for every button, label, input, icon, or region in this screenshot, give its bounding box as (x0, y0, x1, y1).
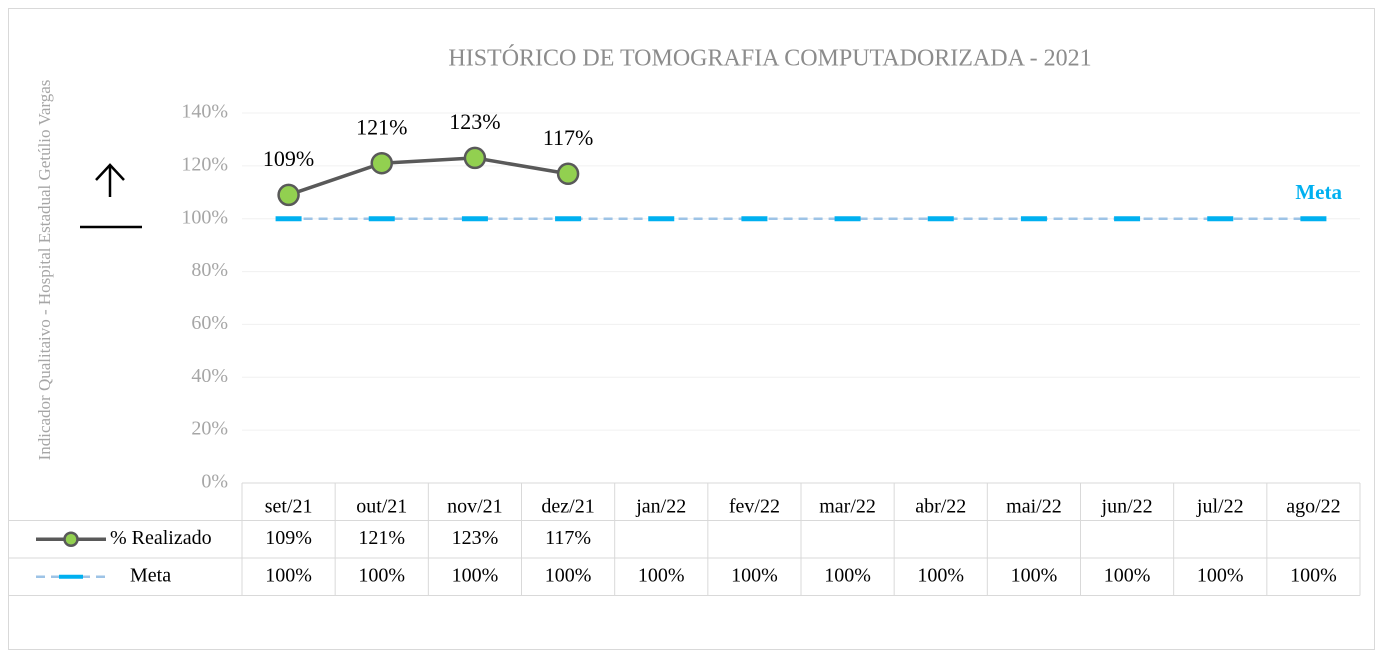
table-value: 100% (731, 564, 778, 586)
legend-label: % Realizado (110, 527, 212, 549)
arrow-icon (80, 163, 142, 229)
point-marker (463, 146, 487, 170)
meta-annotation: Meta (1295, 180, 1342, 204)
y-tick-label: 140% (181, 101, 228, 123)
point-marker (370, 151, 393, 175)
table-value: 100% (452, 564, 499, 586)
x-tick-label: mai/22 (1006, 496, 1062, 518)
realizado-line (288, 156, 569, 197)
data-label: 109% (263, 146, 314, 171)
x-tick-label: set/21 (265, 496, 313, 518)
table-value: 123% (452, 527, 499, 549)
table-value: 100% (824, 564, 871, 586)
table-value: 100% (358, 564, 405, 586)
table-value: 109% (265, 527, 312, 549)
table-value: 100% (1104, 564, 1151, 586)
y-tick-label: 120% (181, 153, 228, 175)
x-tick-label: jun/22 (1101, 496, 1153, 518)
table-value: 100% (545, 564, 592, 586)
x-tick-label: out/21 (356, 496, 407, 518)
x-tick-label: nov/21 (447, 496, 503, 518)
table-value: 100% (638, 564, 685, 586)
table-value: 117% (545, 527, 591, 549)
x-tick-label: abr/22 (915, 496, 966, 518)
x-tick-label: dez/21 (541, 496, 594, 518)
y-tick-label: 100% (181, 206, 228, 228)
y-tick-label: 60% (191, 312, 228, 334)
y-tick-label: 40% (191, 365, 228, 387)
y-tick-label: 0% (201, 471, 228, 493)
x-tick-label: mar/22 (819, 496, 876, 518)
x-tick-label: ago/22 (1286, 496, 1340, 518)
legend-marker (63, 531, 79, 547)
y-axis-label: Indicador Qualitaivo - Hospital Estadual… (35, 80, 54, 461)
table-value: 121% (358, 527, 405, 549)
y-tick-label: 80% (191, 259, 228, 281)
arrow-head (95, 163, 125, 181)
data-label: 121% (356, 114, 407, 139)
table-value: 100% (1011, 564, 1058, 586)
table-value: 100% (1290, 564, 1337, 586)
table-value: 100% (917, 564, 964, 586)
chart-border (8, 8, 1375, 650)
x-tick-label: fev/22 (729, 496, 780, 518)
legend-label: Meta (130, 564, 171, 586)
y-tick-label: 20% (191, 418, 228, 440)
point-marker (277, 183, 300, 207)
x-tick-label: jul/22 (1196, 496, 1244, 518)
data-label: 123% (449, 109, 500, 134)
point-marker (556, 162, 580, 186)
x-tick-label: jan/22 (635, 496, 686, 518)
table-value: 100% (265, 564, 312, 586)
table-value: 100% (1197, 564, 1244, 586)
data-label: 117% (543, 125, 594, 150)
chart-title: HISTÓRICO DE TOMOGRAFIA COMPUTADORIZADA … (448, 45, 1091, 72)
